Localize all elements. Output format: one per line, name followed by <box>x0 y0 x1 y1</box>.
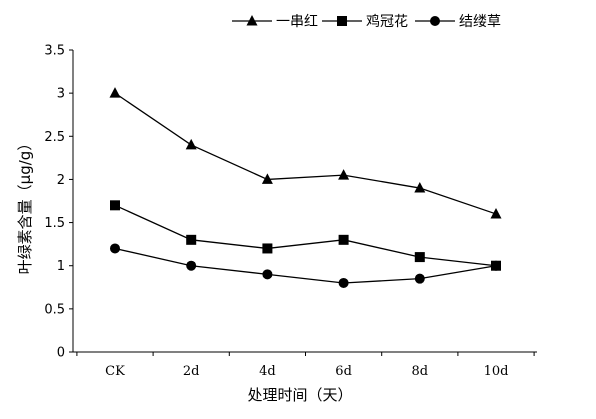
y-axis-title: 叶绿素含量（μg/g） <box>16 136 34 275</box>
legend-marker-2 <box>337 16 347 26</box>
series-1-point <box>185 138 197 150</box>
x-tick-label: 4d <box>259 364 276 379</box>
y-tick-label: 3 <box>57 87 65 102</box>
series-3-point <box>262 269 273 280</box>
x-axis-title: 处理时间（天） <box>247 386 352 404</box>
legend-marker-1 <box>246 15 258 26</box>
series-1-point <box>490 207 502 219</box>
series-2-point <box>110 200 120 211</box>
x-tick-label: 2d <box>183 364 200 379</box>
series-2-point <box>414 252 425 263</box>
series-3-point <box>110 243 120 254</box>
legend-label-1: 一串红 <box>276 14 318 30</box>
x-tick-label: 6d <box>335 364 352 379</box>
y-tick-label: 1 <box>57 259 65 274</box>
series-2-point <box>186 234 197 245</box>
legend-label-3: 结缕草 <box>459 14 501 30</box>
series-3-point <box>186 260 197 271</box>
y-tick-label: 0.5 <box>44 302 65 317</box>
y-tick-label: 2 <box>57 173 65 188</box>
y-tick-label: 1.5 <box>44 216 65 231</box>
legend-label-2: 鸡冠花 <box>366 13 408 30</box>
series-line-1 <box>114 92 497 215</box>
series-2-point <box>338 234 349 245</box>
series-1-point <box>109 87 121 98</box>
series-1-point <box>414 182 426 193</box>
series-line-3 <box>114 247 497 284</box>
series-1-point <box>261 173 273 184</box>
series-2-point <box>262 243 273 254</box>
series-line-2 <box>114 204 497 267</box>
x-tick-label: 10d <box>484 364 509 379</box>
x-tick-label: 8d <box>412 364 429 379</box>
y-tick-label: 2.5 <box>44 130 65 145</box>
x-tick-label: CK <box>105 364 125 379</box>
y-tick-label: 3.5 <box>44 44 65 59</box>
series-3-point <box>338 277 349 288</box>
series-1-point <box>338 169 350 180</box>
series-3-point <box>491 260 501 271</box>
y-tick-label: 0 <box>57 346 65 361</box>
series-3-point <box>414 273 425 284</box>
legend-marker-3 <box>430 16 440 26</box>
